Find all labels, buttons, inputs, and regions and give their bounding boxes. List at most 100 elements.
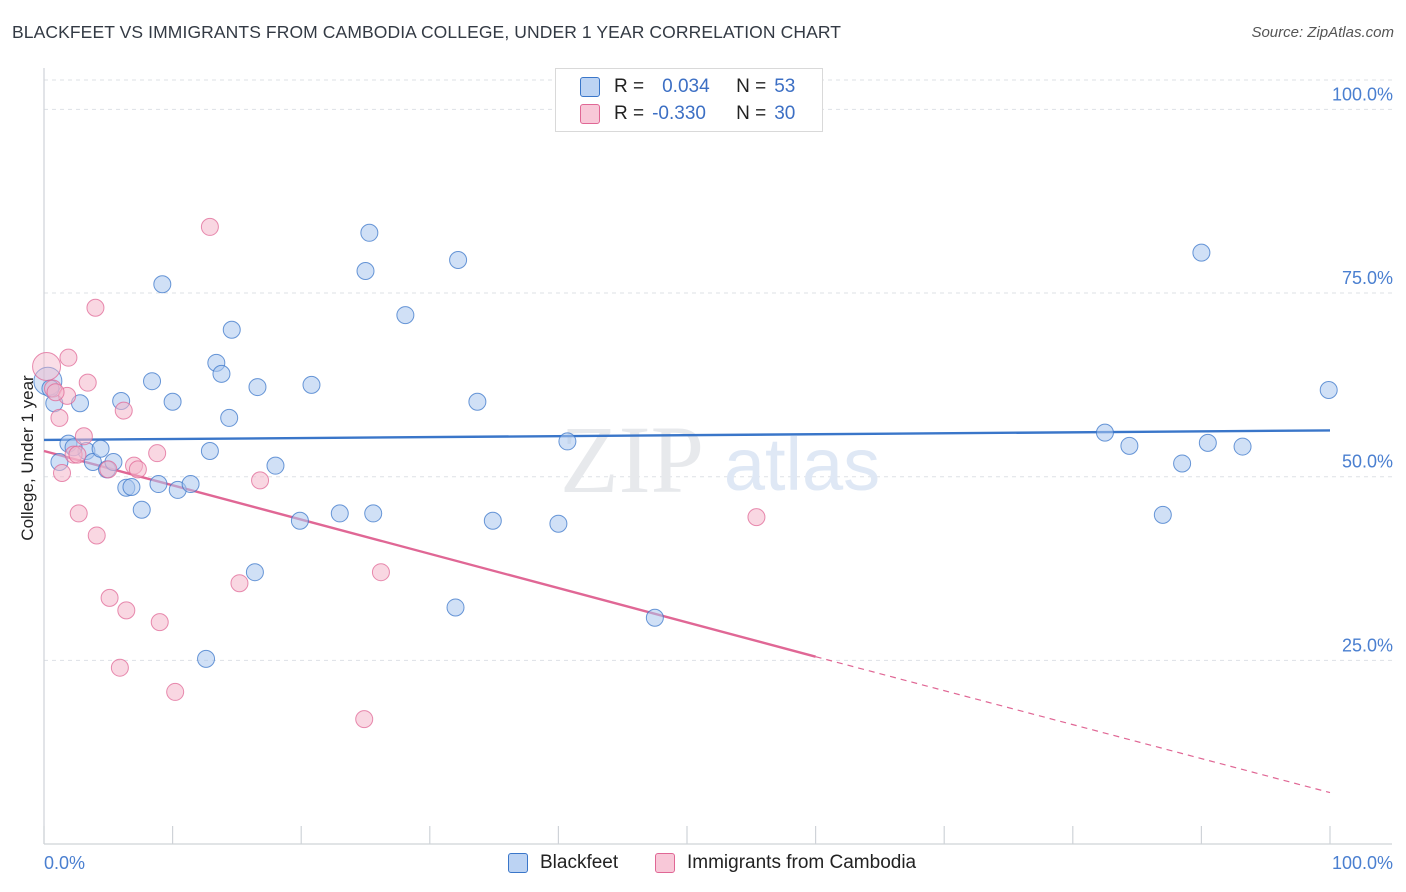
cambodia-point [166,682,185,701]
blackfeet-point [149,475,168,494]
blackfeet-point [360,223,379,242]
blackfeet-point [266,456,285,475]
cambodia-point [86,298,105,317]
x-tick-label-right: 100.0% [1332,853,1393,873]
blackfeet-point [153,275,172,294]
cambodia-point [110,658,129,677]
blackfeet-point [290,511,309,530]
pink-swatch-icon [580,104,600,124]
cambodia-point [74,427,93,446]
blackfeet-point [197,649,216,668]
x-tick-label-left: 0.0% [44,853,85,873]
blackfeet-point [245,563,264,582]
tick-labels: 25.0% 50.0% 75.0% 100.0% 0.0% 100.0% [44,84,1393,873]
y-tick-label: 75.0% [1342,268,1393,288]
cambodia-point [59,348,78,367]
legend-r-label: R = [614,103,645,124]
cambodia-point [114,401,133,420]
blackfeet-point [364,504,383,523]
cambodia-point [117,601,136,620]
blackfeet-point [1319,381,1338,400]
blackfeet-point [330,504,349,523]
legend-r-value: 0.034 [662,76,710,97]
blackfeet-point [132,500,151,519]
blackfeet-point [468,392,487,411]
blackfeet-point [163,392,182,411]
cambodia-point [355,710,374,729]
cambodia-trend-extension [815,656,1331,794]
blackfeet-point [302,375,321,394]
bottom-legend-label: Immigrants from Cambodia [687,852,917,873]
blackfeet-point [549,514,568,533]
chart-title: BLACKFEET VS IMMIGRANTS FROM CAMBODIA CO… [12,22,842,42]
blackfeet-point [1153,505,1172,524]
blackfeet-point [483,511,502,530]
y-tick-label: 50.0% [1342,452,1393,472]
cambodia-point [100,588,119,607]
y-tick-label: 25.0% [1342,635,1393,655]
legend-r-label: R = [614,76,645,97]
cambodia-point [87,526,106,545]
legend-box: R = 0.034 N = 53 R = -0.330 N = 30 [555,68,823,132]
cambodia-point [251,471,270,490]
blackfeet-point [143,372,162,391]
legend-row-blackfeet: R = 0.034 N = 53 [580,75,795,99]
legend-n-label: N = [736,76,767,97]
cambodia-point [148,444,167,463]
blackfeet-point [449,250,468,269]
bottom-legend-blackfeet: Blackfeet [508,852,618,874]
blackfeet-point [200,441,219,460]
watermark-atlas: atlas [724,423,880,506]
blackfeet-point [1173,454,1192,473]
cambodia-point [230,574,249,593]
axes [43,68,1392,845]
cambodia-point [128,460,147,479]
blue-swatch-icon [508,853,528,873]
cambodia-point [150,613,169,632]
legend-r-value: -0.330 [652,103,706,124]
blackfeet-point [181,475,200,494]
chart-source: Source: ZipAtlas.com [1251,24,1394,41]
data-points [32,217,1338,729]
cambodia-point [371,563,390,582]
legend-row-cambodia: R = -0.330 N = 30 [580,102,795,126]
y-tick-label: 100.0% [1332,84,1393,104]
cambodia-point [53,464,72,483]
blackfeet-point [1192,243,1211,262]
blackfeet-point [220,408,239,427]
watermark-zip: ZIP [560,406,704,513]
cambodia-point [69,504,88,523]
blackfeet-point [396,306,415,325]
cambodia-point [68,445,87,464]
blackfeet-trend-line [43,429,1331,442]
blackfeet-point [558,432,577,451]
blackfeet-point [122,477,141,496]
blackfeet-point [1198,433,1217,452]
cambodia-point [46,383,65,402]
watermark: ZIP atlas [560,406,880,513]
blackfeet-point [222,320,241,339]
blackfeet-point [248,378,267,397]
legend-n-label: N = [736,103,767,124]
blackfeet-point [645,608,664,627]
blackfeet-point [91,439,110,458]
blue-swatch-icon [580,77,600,97]
blackfeet-point [1120,436,1139,455]
blackfeet-point [1095,423,1114,442]
cambodia-point [99,460,118,479]
blackfeet-point [83,453,102,471]
bottom-legend-label: Blackfeet [540,852,619,873]
cambodia-point [200,217,219,236]
cambodia-point [50,408,69,427]
bottom-legend-cambodia: Immigrants from Cambodia [655,852,916,874]
blackfeet-point [356,262,375,280]
y-axis-label: College, Under 1 year [18,375,37,541]
blackfeet-point [446,598,465,617]
legend-n-value: 53 [774,76,796,97]
blackfeet-point [1233,437,1252,456]
cambodia-point [32,352,62,381]
legend-n-value: 30 [774,103,796,124]
blackfeet-point [212,364,231,383]
cambodia-point [747,508,766,527]
